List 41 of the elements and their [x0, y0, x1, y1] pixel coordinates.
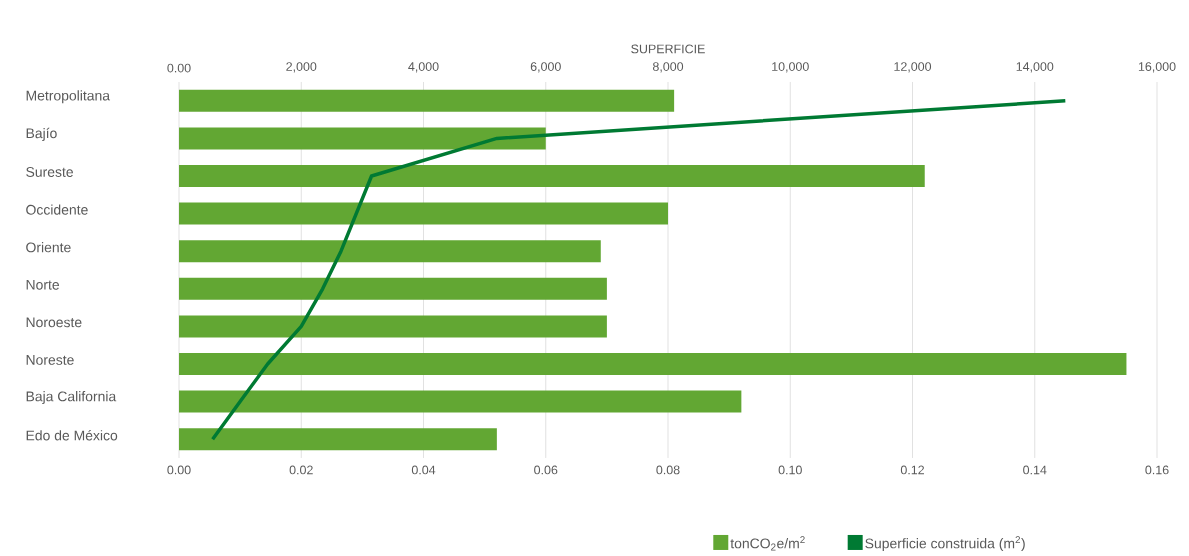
y-tick-label: Norte	[26, 279, 60, 290]
x-tick-label: 0.02	[289, 465, 313, 475]
bar	[179, 89, 675, 112]
x2-tick-label: 2,000	[286, 62, 317, 73]
y-tick-label: Edo de México	[26, 429, 118, 441]
bar	[179, 315, 607, 338]
x2-tick-label: 16,000	[1138, 62, 1176, 73]
bar	[179, 277, 607, 300]
x-tick-label: 0.06	[534, 465, 558, 475]
x2-tick-label: 8,000	[652, 62, 684, 73]
x-tick-label: 0.14	[1023, 465, 1047, 475]
x-tick-label: 0.10	[778, 465, 802, 475]
x2-tick-label: 10,000	[772, 62, 809, 73]
bar	[179, 164, 925, 187]
x-tick-label: 0.08	[656, 465, 680, 475]
legend-label: Superficie construida (m$^{2}$)	[865, 536, 1025, 552]
x2-tick-label: 4,000	[408, 62, 439, 73]
x-tick-label: 0.16	[1145, 465, 1169, 475]
bar	[179, 240, 601, 263]
bar	[179, 127, 546, 150]
y-tick-label: Sureste	[26, 167, 73, 177]
legend-label: tonCO$_{2}$e/m$^{2}$	[730, 536, 805, 551]
y-tick-label: Noreste	[26, 355, 74, 365]
y-tick-label: Bajío	[26, 127, 57, 141]
y-tick-label: Occidente	[26, 204, 88, 215]
x-tick-label: 0.00	[167, 465, 191, 475]
x2-axis-title: SUPERFICIE	[631, 44, 705, 54]
x-tick-label: 0.12	[900, 465, 924, 475]
x-tick-label: 0.04	[411, 465, 436, 475]
bar	[179, 352, 1127, 375]
bar	[179, 428, 497, 451]
x2-tick-label: 12,000	[894, 62, 932, 73]
y-tick-label: Oriente	[26, 242, 71, 253]
x2-tick-label: 14,000	[1016, 62, 1054, 73]
y-tick-label: Noroeste	[26, 317, 82, 328]
x2-tick-label: 0.00	[167, 63, 191, 73]
y-tick-label: Baja California	[26, 391, 117, 405]
bar	[179, 202, 669, 225]
x2-tick-label: 6,000	[530, 62, 561, 73]
y-tick-label: Metropolitana	[26, 90, 111, 104]
bar	[179, 390, 742, 413]
